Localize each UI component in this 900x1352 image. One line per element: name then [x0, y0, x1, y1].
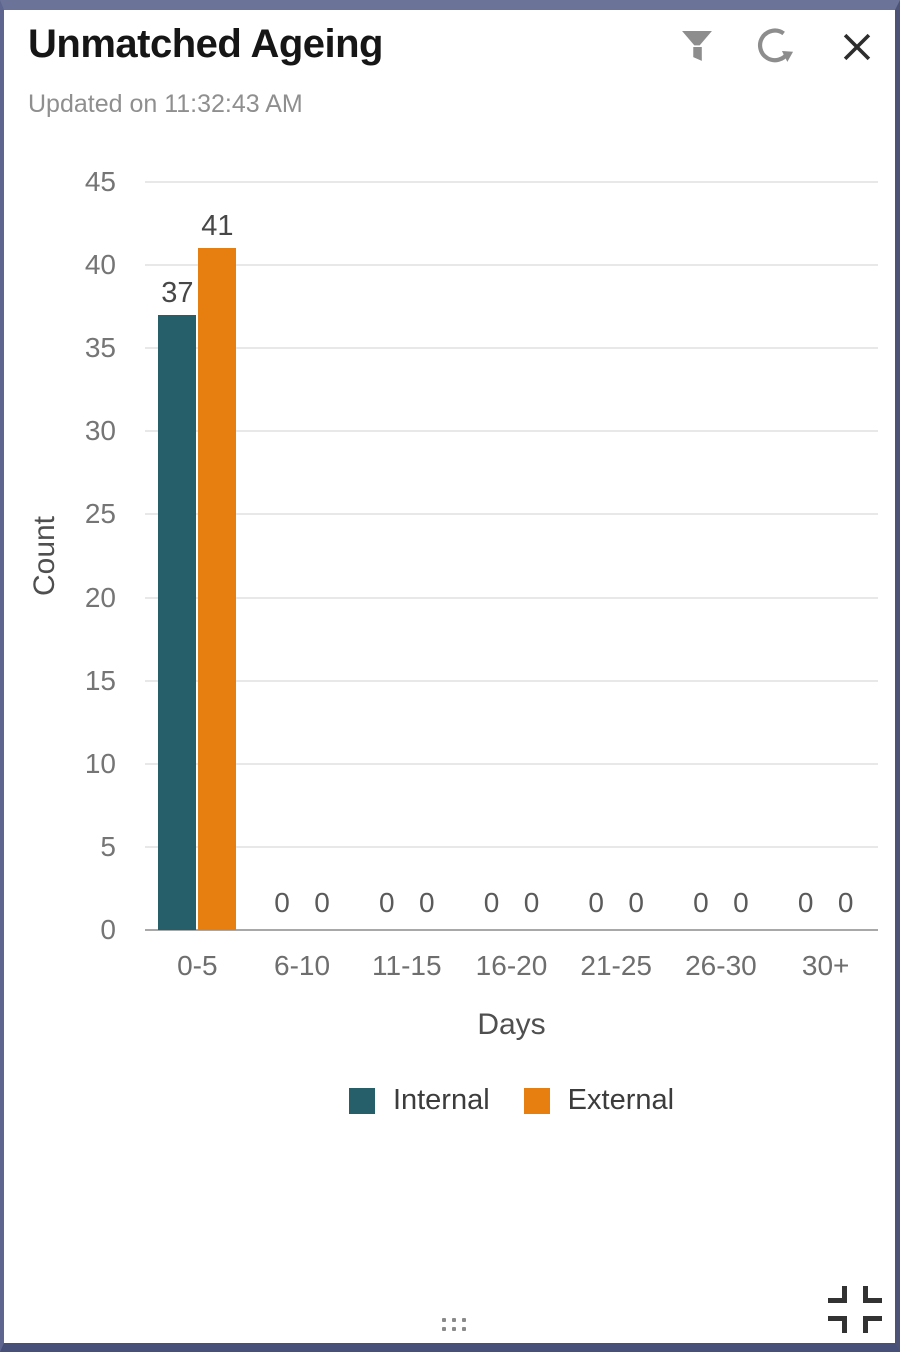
- resize-corner-icon: [863, 1286, 882, 1303]
- zero-value-label: 0: [733, 887, 749, 918]
- x-tick-label: 16-20: [475, 950, 548, 981]
- legend-swatch-internal: [348, 1087, 375, 1114]
- filter-icon: [682, 31, 712, 66]
- zero-value-label: 0: [693, 887, 709, 918]
- bar-internal-0-5[interactable]: [158, 314, 197, 930]
- gridline: [145, 845, 878, 848]
- filter-button[interactable]: [682, 31, 712, 66]
- y-tick-label: 20: [84, 581, 116, 613]
- drag-dot: [442, 1318, 446, 1322]
- resize-corner-icon: [828, 1316, 847, 1333]
- zero-value-label: 0: [378, 887, 395, 918]
- chart-legend: Internal External: [145, 1084, 878, 1117]
- zero-value-label: 0: [797, 887, 814, 918]
- legend-item-external[interactable]: External: [523, 1084, 675, 1117]
- bar-value-label: 37: [161, 276, 194, 309]
- x-tick-label: 11-15: [372, 950, 442, 981]
- drag-dot: [442, 1327, 446, 1331]
- x-axis-line: [145, 929, 878, 931]
- resize-expand-button[interactable]: [828, 1286, 882, 1334]
- legend-label: External: [567, 1084, 675, 1116]
- legend-label: Internal: [392, 1084, 490, 1116]
- gridline: [145, 762, 878, 765]
- refresh-button[interactable]: [754, 26, 798, 71]
- drag-dot: [462, 1318, 466, 1322]
- drag-dot: [462, 1327, 466, 1331]
- gridline: [145, 596, 878, 599]
- y-axis-title: Count: [28, 515, 61, 597]
- x-axis-title: Days: [477, 1008, 546, 1041]
- y-tick-label: 0: [100, 914, 116, 945]
- y-tick-label: 10: [84, 747, 116, 779]
- x-tick-label: 6-10: [274, 950, 331, 981]
- x-tick-label: 21-25: [580, 950, 652, 981]
- gridline: [145, 679, 878, 682]
- updated-timestamp: Updated on 11:32:43 AM: [28, 90, 303, 118]
- y-tick-label: 5: [100, 830, 116, 862]
- y-tick-label: 45: [84, 166, 116, 197]
- zero-value-label: 0: [483, 887, 500, 918]
- zero-value-label: 0: [588, 887, 604, 918]
- x-tick-label: 30+: [801, 950, 850, 981]
- header-toolbar: [682, 26, 874, 71]
- zero-value-label: 0: [314, 887, 330, 918]
- x-tick-label: 0-5: [177, 950, 218, 981]
- gridline: [145, 347, 878, 350]
- y-tick-label: 35: [84, 332, 116, 364]
- gridline: [145, 181, 878, 183]
- bar-external-0-5[interactable]: [198, 248, 237, 930]
- zero-value-label: 0: [274, 887, 290, 918]
- close-button[interactable]: [840, 30, 874, 67]
- resize-corner-icon: [863, 1316, 882, 1333]
- zero-value-label: 0: [837, 887, 854, 918]
- x-tick-label: 26-30: [685, 950, 757, 981]
- legend-item-internal[interactable]: Internal: [348, 1084, 490, 1117]
- legend-swatch-external: [523, 1087, 550, 1114]
- y-tick-label: 15: [84, 664, 116, 696]
- y-tick-label: 30: [84, 415, 116, 447]
- page-title: Unmatched Ageing: [28, 22, 384, 66]
- gridline: [145, 430, 878, 433]
- gridline: [145, 513, 878, 516]
- zero-value-label: 0: [523, 887, 540, 918]
- resize-corner-icon: [828, 1286, 847, 1303]
- bar-value-label: 41: [201, 210, 234, 243]
- drag-dot: [452, 1327, 456, 1331]
- y-tick-label: 25: [84, 498, 116, 530]
- zero-value-label: 0: [418, 887, 435, 918]
- refresh-icon: [754, 26, 798, 71]
- gridline: [145, 264, 878, 267]
- y-tick-label: 40: [84, 249, 116, 281]
- drag-handle[interactable]: [438, 1314, 470, 1335]
- zero-value-label: 0: [628, 887, 644, 918]
- close-icon: [840, 30, 874, 67]
- drag-dot: [452, 1318, 456, 1322]
